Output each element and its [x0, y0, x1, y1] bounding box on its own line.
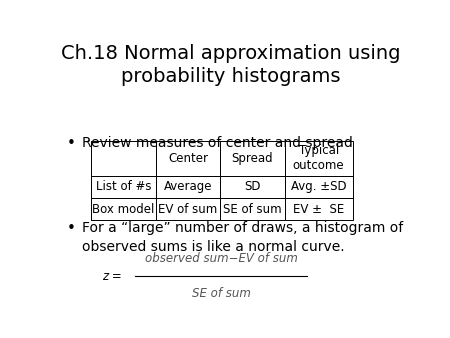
Text: •: • — [67, 221, 76, 237]
Text: Center: Center — [168, 152, 208, 165]
Bar — [91, 176, 156, 198]
Text: Spread: Spread — [232, 152, 273, 165]
Text: •: • — [67, 136, 76, 150]
Text: observed sum−EV of sum: observed sum−EV of sum — [144, 252, 297, 265]
Text: Typical
outcome: Typical outcome — [293, 144, 345, 172]
Text: SE of sum: SE of sum — [192, 287, 251, 300]
Text: EV ±  SE: EV ± SE — [293, 202, 344, 216]
Text: Avg. ±SD: Avg. ±SD — [291, 180, 346, 193]
Bar — [220, 198, 285, 220]
Text: SD: SD — [244, 180, 261, 193]
Text: EV of sum: EV of sum — [158, 202, 217, 216]
Bar — [156, 198, 220, 220]
Bar — [156, 176, 220, 198]
Text: For a “large” number of draws, a histogram of
observed sums is like a normal cur: For a “large” number of draws, a histogr… — [82, 221, 404, 255]
Bar — [285, 198, 353, 220]
Text: Average: Average — [164, 180, 212, 193]
Bar — [285, 176, 353, 198]
Text: Ch.18 Normal approximation using
probability histograms: Ch.18 Normal approximation using probabi… — [61, 45, 400, 86]
Text: Box model: Box model — [92, 202, 154, 216]
Text: z =: z = — [102, 270, 122, 283]
Text: SE of sum: SE of sum — [223, 202, 282, 216]
Text: List of #s: List of #s — [96, 180, 151, 193]
Text: Review measures of center and spread: Review measures of center and spread — [82, 136, 353, 149]
Bar — [220, 176, 285, 198]
Bar — [91, 198, 156, 220]
